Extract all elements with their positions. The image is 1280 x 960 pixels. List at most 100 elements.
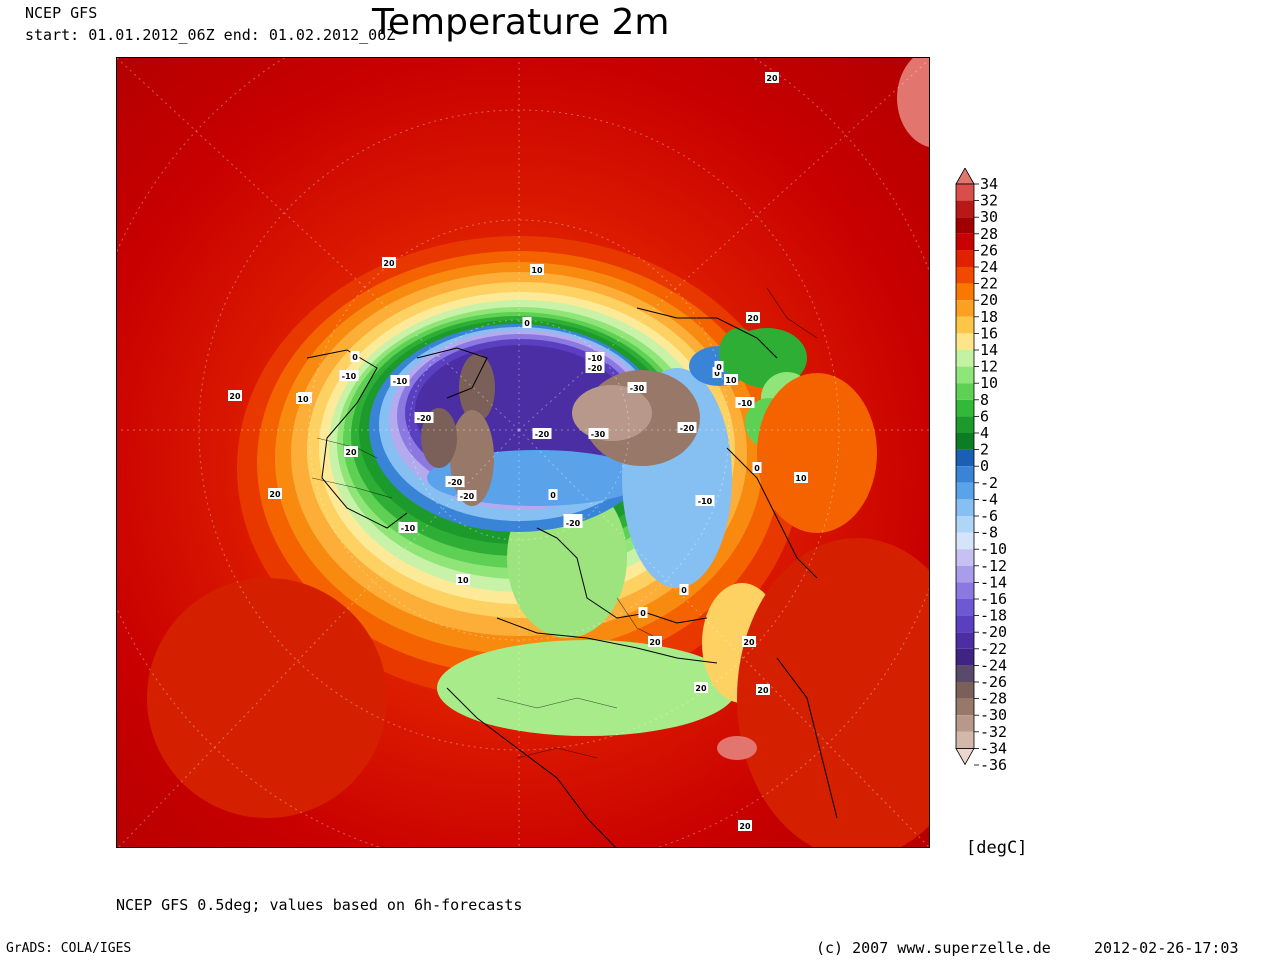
color-scale: 34 32 30 28 26 24 22 20 18 16 14 12 10 8 6 4 2 0 -2 -4 -6 -8-… [952, 167, 1032, 792]
colorbar-tick-label: -30 [980, 706, 1007, 724]
contour-label-box [742, 636, 756, 647]
contour-label: 20 [695, 684, 707, 693]
contour-label: -10 [738, 399, 753, 408]
contour-label-box [390, 375, 410, 386]
colorbar-swatch [956, 615, 974, 633]
colorbar-tick-label: 28 [980, 225, 998, 243]
contour-label-box [339, 370, 359, 381]
colorbar-swatch [956, 665, 974, 682]
contour-label: 0 [716, 363, 722, 372]
contour-label-box [522, 317, 532, 328]
contour-label-box [765, 72, 779, 83]
contour-label: -20 [680, 424, 695, 433]
contour-label: -30 [591, 430, 606, 439]
contour-label-box [627, 382, 647, 393]
colorbar-tick-label: -20 [980, 623, 1007, 641]
contour-label-box [679, 584, 689, 595]
colorbar-tick-label: 16 [980, 324, 998, 342]
colorbar-swatch [956, 333, 974, 350]
contour-label-box [228, 390, 242, 401]
colorbar-swatch [956, 184, 974, 201]
contour-label: -10 [393, 377, 408, 386]
colorbar-swatch [956, 350, 974, 367]
temperature-bands [147, 58, 929, 847]
colorbar-tick-label: -22 [980, 640, 1007, 658]
model-name: NCEP GFS [25, 4, 98, 22]
colorbar-swatch [956, 366, 974, 384]
contour-label-box [350, 351, 360, 362]
contour-label-box [714, 361, 724, 372]
contour-label: 20 [383, 259, 395, 268]
colorbar-tick-label: -26 [980, 673, 1007, 691]
contour-label-box [752, 462, 762, 473]
colorbar-top-arrow [955, 167, 975, 185]
contour-label: 10 [297, 395, 309, 404]
contour-label-box [724, 374, 738, 385]
temperature-map: 2020100-10-20-10-20-30-20-1001020-20-30-… [116, 57, 930, 848]
grads-credit: GrADS: COLA/IGES [6, 941, 132, 956]
contour-label-box [268, 488, 282, 499]
colorbar-tick-label: -28 [980, 690, 1007, 708]
colorbar-swatch [956, 715, 974, 732]
colorbar-tick-label: -16 [980, 590, 1007, 608]
colorbar-swatch [956, 516, 974, 533]
colorbar-swatch [956, 565, 974, 583]
colorbar-swatch [956, 698, 974, 716]
colorbar-swatch [956, 300, 974, 317]
contour-label-box [677, 422, 697, 433]
contour-label-box [738, 820, 752, 831]
colorbar-tick-label: 12 [980, 358, 998, 376]
contour-label: 0 [352, 353, 358, 362]
colorbar-swatch [956, 233, 974, 251]
colorbar-swatch [956, 632, 974, 649]
colorbar-tick-label: 26 [980, 241, 998, 259]
contour-label-box [382, 257, 396, 268]
colorbar-tick-label: 8 [980, 391, 989, 409]
contour-label: 20 [269, 490, 281, 499]
contour-label: -20 [535, 430, 550, 439]
contour-label-box [794, 472, 808, 483]
contour-label: -20 [448, 478, 463, 487]
contour-label: 20 [229, 392, 241, 401]
contour-label-box [296, 393, 310, 404]
contour-label: 10 [457, 576, 469, 585]
contour-label: -10 [698, 497, 713, 506]
contour-label-box [585, 362, 605, 373]
colorbar-tick-label: 22 [980, 275, 998, 293]
contour-label: 20 [649, 638, 661, 647]
colorbar-swatch [956, 200, 974, 218]
colorbar-tick-label: -4 [980, 490, 998, 508]
contour-label-box [456, 574, 470, 585]
colorbar-swatch [956, 383, 974, 400]
contour-label-box [548, 489, 558, 500]
colorbar-swatch [956, 250, 974, 267]
contour-label-box [530, 264, 544, 275]
contour-label-box [414, 412, 434, 423]
colorbar-tick-label: 18 [980, 308, 998, 326]
contour-label: -10 [401, 524, 416, 533]
colorbar-swatch [956, 466, 974, 483]
colorbar-tick-label: 14 [980, 341, 998, 359]
colorbar-tick-label: 6 [980, 407, 989, 425]
contour-label: -20 [460, 492, 475, 501]
colorbar-swatch [956, 682, 974, 699]
data-source-note: NCEP GFS 0.5deg; values based on 6h-fore… [116, 896, 523, 914]
contour-labels: 2020100-10-20-10-20-30-20-1001020-20-30-… [228, 72, 808, 831]
colorbar-tick-label: 32 [980, 192, 998, 210]
contour-label-box [588, 428, 608, 439]
contour-label: 0 [524, 319, 530, 328]
contour-label-box [445, 476, 465, 487]
colorbar-tick-label: 24 [980, 258, 998, 276]
contour-label: 20 [757, 686, 769, 695]
contour-label: -20 [588, 364, 603, 373]
colorbar-tick-label: -34 [980, 739, 1007, 757]
contour-label: 0 [640, 609, 646, 618]
forecast-period: start: 01.01.2012_06Z end: 01.02.2012_06… [25, 26, 396, 44]
contour-label: -10 [588, 354, 603, 363]
contour-label: 20 [345, 448, 357, 457]
contour-label-box [398, 522, 418, 533]
colorbar-swatch [956, 648, 974, 666]
colorbar-tick-label: -8 [980, 524, 998, 542]
contour-label: 0 [550, 491, 556, 500]
colorbar-tick-label: -6 [980, 507, 998, 525]
